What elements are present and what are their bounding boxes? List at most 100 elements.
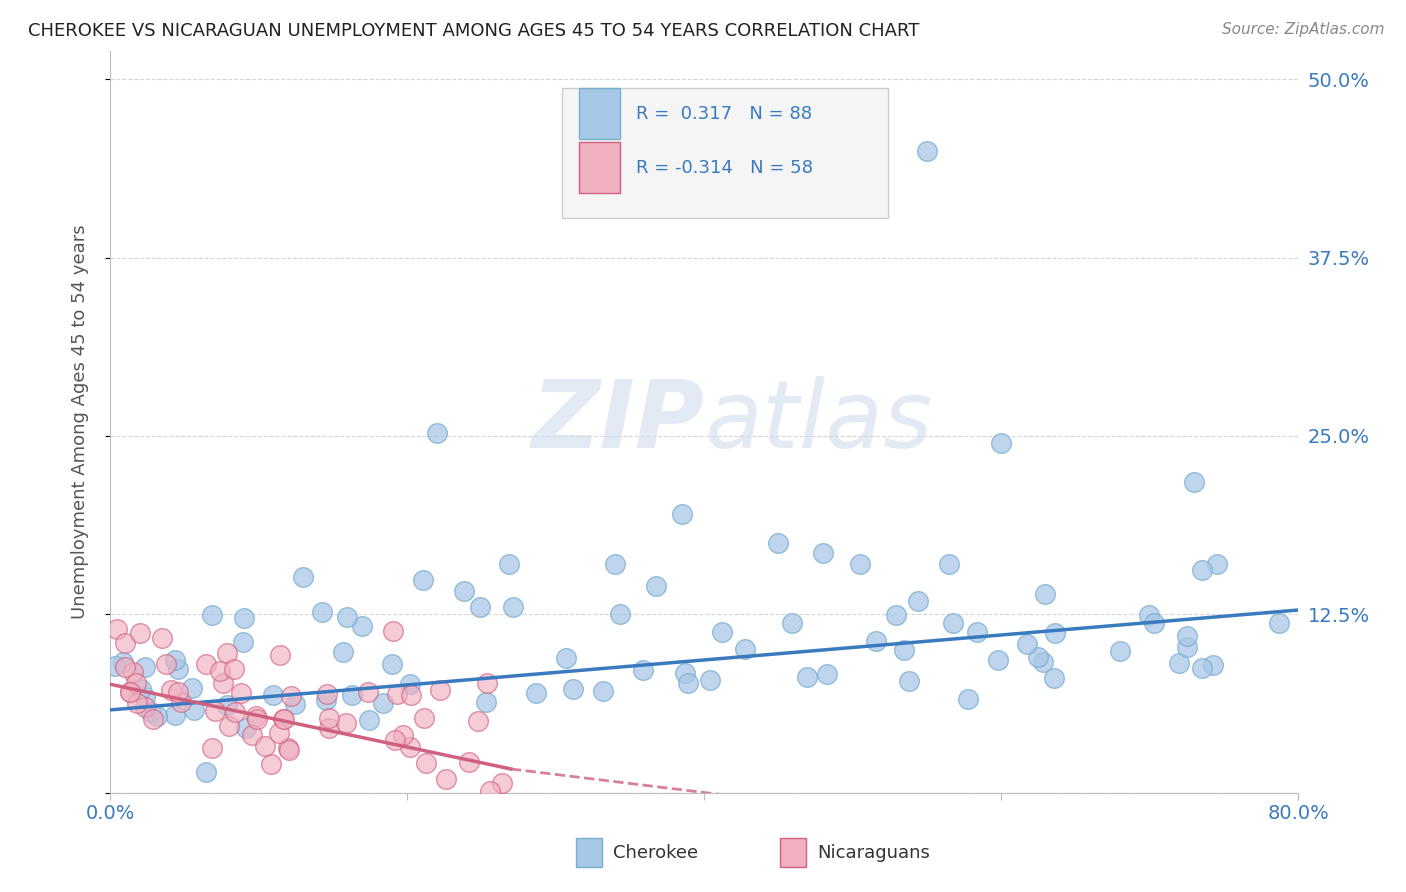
Point xyxy=(271,712,294,726)
Point xyxy=(373,696,395,710)
Point xyxy=(478,784,501,798)
Point xyxy=(195,657,218,671)
Point xyxy=(114,636,136,650)
Point xyxy=(332,645,354,659)
Point xyxy=(211,676,233,690)
Point xyxy=(398,677,420,691)
Point xyxy=(357,685,380,699)
Point xyxy=(104,659,127,673)
Point xyxy=(118,685,141,699)
Point xyxy=(150,631,173,645)
Point xyxy=(277,741,299,756)
Point xyxy=(990,436,1012,450)
Point xyxy=(603,558,626,572)
Point xyxy=(475,676,498,690)
Point xyxy=(262,688,284,702)
Point xyxy=(201,740,224,755)
Point xyxy=(453,584,475,599)
Point xyxy=(163,652,186,666)
Point xyxy=(1032,656,1054,670)
Point xyxy=(966,625,988,640)
Point xyxy=(169,695,191,709)
Point xyxy=(561,681,583,696)
Point xyxy=(398,740,420,755)
Point xyxy=(1137,607,1160,622)
Point xyxy=(318,711,340,725)
Point xyxy=(1026,649,1049,664)
Point xyxy=(246,712,269,726)
Text: Cherokee: Cherokee xyxy=(613,844,699,862)
Point xyxy=(195,764,218,779)
Point xyxy=(524,686,547,700)
Point xyxy=(491,776,513,790)
Point xyxy=(897,673,920,688)
Point xyxy=(336,610,359,624)
Point xyxy=(165,707,187,722)
Point xyxy=(1043,626,1066,640)
Text: ZIP: ZIP xyxy=(531,376,704,467)
FancyBboxPatch shape xyxy=(579,142,620,194)
Point xyxy=(467,714,489,729)
Point xyxy=(208,664,231,678)
Point xyxy=(107,622,129,636)
Point xyxy=(1175,640,1198,655)
Point xyxy=(142,712,165,726)
Point xyxy=(134,700,156,714)
Point xyxy=(318,722,340,736)
Point xyxy=(849,558,872,572)
Point xyxy=(125,696,148,710)
Point xyxy=(412,574,434,588)
Point xyxy=(204,704,226,718)
Point xyxy=(884,607,907,622)
Point xyxy=(124,676,146,690)
Point xyxy=(1206,558,1229,572)
Point xyxy=(399,688,422,702)
Point xyxy=(269,648,291,663)
Point xyxy=(139,705,162,719)
Text: Source: ZipAtlas.com: Source: ZipAtlas.com xyxy=(1222,22,1385,37)
Point xyxy=(201,607,224,622)
Point xyxy=(673,665,696,680)
Point xyxy=(502,599,524,614)
Point xyxy=(780,616,803,631)
Point xyxy=(292,569,315,583)
Point xyxy=(957,691,980,706)
Point xyxy=(122,665,145,679)
Point xyxy=(811,546,834,560)
Point xyxy=(938,558,960,572)
Text: R = -0.314   N = 58: R = -0.314 N = 58 xyxy=(637,159,813,177)
Point xyxy=(415,756,437,771)
FancyBboxPatch shape xyxy=(579,88,620,139)
Point xyxy=(671,508,693,522)
Point xyxy=(134,690,156,704)
Point xyxy=(120,685,142,699)
Point xyxy=(335,715,357,730)
Point xyxy=(357,714,380,728)
Point xyxy=(1033,587,1056,601)
Point xyxy=(166,685,188,699)
Point xyxy=(893,643,915,657)
Text: R =  0.317   N = 88: R = 0.317 N = 88 xyxy=(637,105,813,123)
Text: atlas: atlas xyxy=(704,376,932,467)
Point xyxy=(815,666,838,681)
Point xyxy=(429,683,451,698)
Point xyxy=(413,711,436,725)
Point xyxy=(134,660,156,674)
Point xyxy=(434,772,457,786)
Point xyxy=(381,657,404,672)
Point xyxy=(218,718,240,732)
Point xyxy=(796,670,818,684)
Point xyxy=(609,607,631,621)
Point xyxy=(166,662,188,676)
Point xyxy=(1175,629,1198,643)
Point xyxy=(245,708,267,723)
Point xyxy=(215,698,238,712)
Point xyxy=(768,536,790,550)
Point xyxy=(1143,616,1166,631)
Point xyxy=(987,652,1010,666)
Point xyxy=(316,687,339,701)
Point xyxy=(592,683,614,698)
Point xyxy=(645,579,668,593)
Point xyxy=(183,703,205,717)
Point xyxy=(942,616,965,631)
